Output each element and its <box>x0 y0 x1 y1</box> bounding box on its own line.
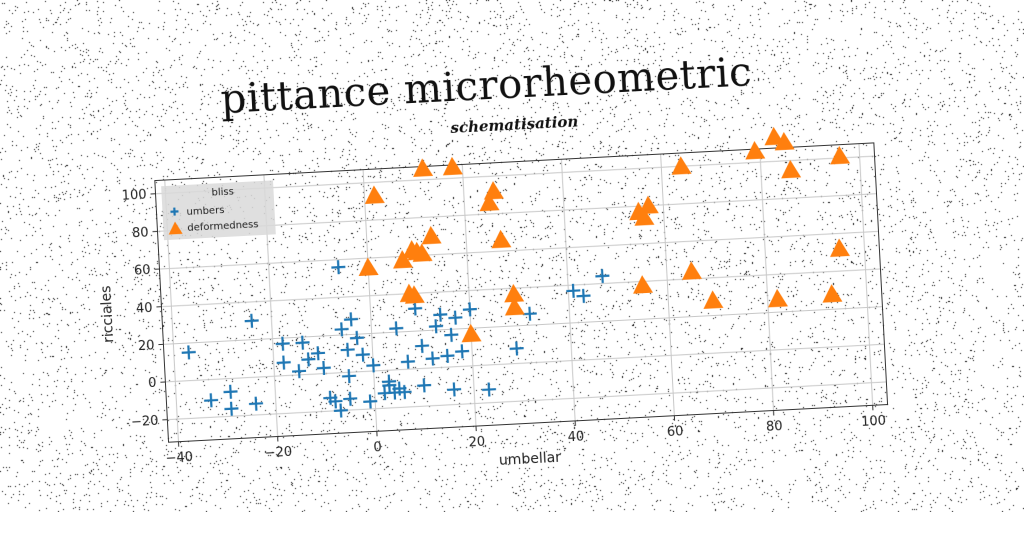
umbers-point <box>448 310 463 325</box>
deformedness-point <box>461 323 482 342</box>
x-tick-label: 0 <box>373 440 382 455</box>
x-tick-label: −40 <box>165 450 193 466</box>
deformedness-point <box>767 288 788 307</box>
y-tick-label: 60 <box>134 263 151 279</box>
umbers-point <box>482 382 497 397</box>
x-tick-label: −20 <box>264 445 292 461</box>
umbers-point <box>415 339 430 354</box>
deformedness-point <box>822 284 843 303</box>
x-tick-label: 100 <box>861 414 887 430</box>
x-gridline <box>462 164 476 426</box>
deformedness-point <box>421 225 442 244</box>
deformedness-point <box>671 156 692 175</box>
deformedness-point <box>703 290 724 309</box>
umbers-point <box>350 331 365 346</box>
umbers-point <box>417 378 432 393</box>
deformedness-point <box>744 140 765 159</box>
x-gridline <box>661 154 675 416</box>
y-tick-label: −20 <box>131 414 159 430</box>
y-tick-label: 20 <box>138 338 155 354</box>
deformedness-point <box>483 181 504 200</box>
umbers-point <box>181 345 196 360</box>
y-tick-label: 0 <box>148 376 157 391</box>
umbers-point <box>355 347 370 362</box>
umbers-point <box>224 401 239 416</box>
umbers-point <box>249 396 264 411</box>
deformedness-point <box>364 185 385 204</box>
deformedness-point <box>829 238 850 257</box>
y-axis-label: ricciales <box>98 285 117 343</box>
x-gridline <box>760 149 774 411</box>
umbers-point <box>223 384 238 399</box>
umbers-point <box>292 364 307 379</box>
umbers-point <box>447 382 462 397</box>
umbers-point <box>425 351 440 366</box>
x-tick-label: 80 <box>766 419 783 435</box>
umbers-point <box>509 341 524 356</box>
x-tick-label: 60 <box>667 424 684 440</box>
umbers-point <box>340 342 355 357</box>
x-gridline <box>859 144 873 406</box>
legend-label: umbers <box>186 205 224 218</box>
deformedness-point <box>632 275 653 294</box>
umbers-point <box>389 321 404 336</box>
umbers-point <box>343 391 358 406</box>
deformedness-point <box>442 156 463 175</box>
deformedness-point <box>638 195 659 214</box>
umbers-point <box>440 349 455 364</box>
umbers-point <box>276 355 291 370</box>
umbers-point <box>244 313 259 328</box>
umbers-point <box>342 369 357 384</box>
legend-title: bliss <box>211 186 234 198</box>
umbers-point <box>204 393 219 408</box>
deformedness-point <box>780 159 801 178</box>
umbers-point <box>455 344 470 359</box>
x-tick-label: 20 <box>468 435 485 451</box>
deformedness-point <box>681 261 702 280</box>
deformedness-point <box>412 158 433 177</box>
umbers-point <box>344 312 359 327</box>
x-tick-label: 40 <box>567 429 584 445</box>
deformedness-point <box>829 145 850 164</box>
y-tick-label: 100 <box>121 188 147 204</box>
x-axis-label: umbellar <box>498 450 561 469</box>
deformedness-point <box>358 257 379 276</box>
umbers-point <box>331 260 346 275</box>
umbers-point <box>401 354 416 369</box>
umbers-point <box>595 269 610 284</box>
deformedness-point <box>491 229 512 248</box>
y-tick-label: 40 <box>136 301 153 317</box>
umbers-point <box>463 302 478 317</box>
y-tick-label: 80 <box>132 225 149 241</box>
umbers-point <box>522 306 537 321</box>
x-gridline <box>363 170 377 432</box>
